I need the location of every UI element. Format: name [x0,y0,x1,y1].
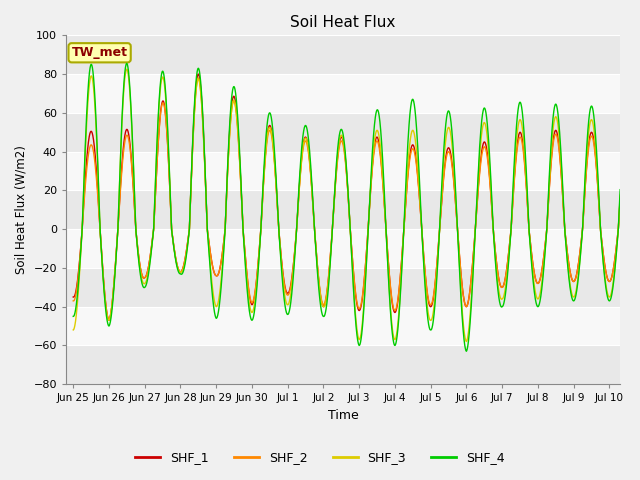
Bar [66,268,620,307]
Bar [66,36,620,74]
Bar [66,74,620,113]
Bar [66,113,620,152]
Bar [66,346,620,384]
Bar [66,191,620,229]
Text: TW_met: TW_met [72,46,127,59]
Bar [66,229,620,268]
Bar [66,307,620,346]
Y-axis label: Soil Heat Flux (W/m2): Soil Heat Flux (W/m2) [15,145,28,274]
Legend: SHF_1, SHF_2, SHF_3, SHF_4: SHF_1, SHF_2, SHF_3, SHF_4 [131,446,509,469]
Title: Soil Heat Flux: Soil Heat Flux [291,15,396,30]
X-axis label: Time: Time [328,409,358,422]
Bar [66,152,620,191]
